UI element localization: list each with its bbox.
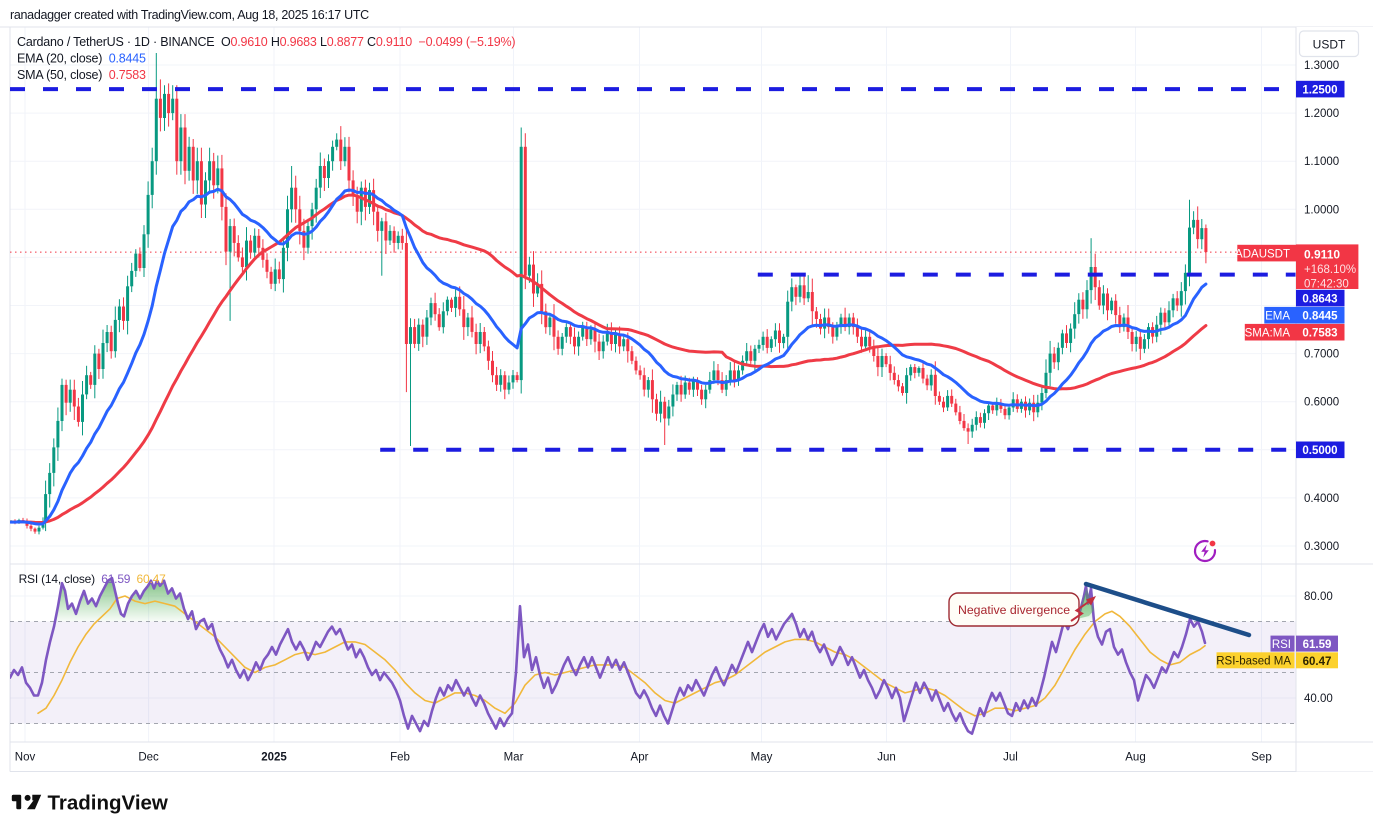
svg-text:May: May — [751, 752, 773, 764]
svg-text:1.0000: 1.0000 — [1304, 204, 1339, 216]
svg-text:60.47: 60.47 — [1303, 656, 1332, 668]
svg-text:Apr: Apr — [631, 752, 649, 764]
svg-text:1.3000: 1.3000 — [1304, 60, 1339, 72]
svg-text:Jun: Jun — [877, 752, 896, 764]
svg-text:0.8643: 0.8643 — [1302, 293, 1337, 305]
svg-text:1.2000: 1.2000 — [1304, 108, 1339, 120]
svg-text:07:42:30: 07:42:30 — [1304, 278, 1349, 290]
svg-text:RSI: RSI — [1272, 639, 1291, 651]
svg-text:0.6000: 0.6000 — [1304, 397, 1339, 409]
svg-text:0.4000: 0.4000 — [1304, 493, 1339, 505]
svg-text:0.7000: 0.7000 — [1304, 349, 1339, 361]
svg-text:SMA:MA: SMA:MA — [1245, 327, 1291, 339]
svg-text:0.3000: 0.3000 — [1304, 541, 1339, 553]
svg-text:TradingView: TradingView — [48, 792, 168, 815]
svg-text:EMA: EMA — [1265, 310, 1290, 322]
svg-text:80.00: 80.00 — [1304, 591, 1333, 603]
svg-text:Feb: Feb — [390, 752, 410, 764]
svg-text:Cardano / TetherUS · 1D · BINA: Cardano / TetherUS · 1D · BINANCE O0.961… — [17, 35, 515, 49]
svg-text:40.00: 40.00 — [1304, 693, 1333, 705]
svg-text:Jul: Jul — [1003, 752, 1018, 764]
svg-text:Dec: Dec — [138, 752, 159, 764]
svg-text:Mar: Mar — [504, 752, 524, 764]
svg-text:Nov: Nov — [15, 752, 36, 764]
svg-text:0.7583: 0.7583 — [1302, 327, 1337, 339]
svg-text:RSI (14, close) 61.59 60.47: RSI (14, close) 61.59 60.47 — [19, 572, 167, 586]
svg-text:Sep: Sep — [1251, 752, 1271, 764]
svg-text:0.8445: 0.8445 — [1302, 310, 1338, 322]
svg-text:2025: 2025 — [261, 752, 287, 764]
svg-text:1.1000: 1.1000 — [1304, 156, 1339, 168]
svg-text:EMA (20, close) 0.8445: EMA (20, close) 0.8445 — [17, 52, 146, 66]
svg-text:RSI-based MA: RSI-based MA — [1216, 656, 1291, 668]
svg-text:Aug: Aug — [1125, 752, 1145, 764]
svg-text:0.9110: 0.9110 — [1304, 247, 1340, 261]
svg-text:1.2500: 1.2500 — [1302, 84, 1337, 96]
svg-text:0.5000: 0.5000 — [1302, 445, 1337, 457]
svg-text:+168.10%: +168.10% — [1304, 264, 1356, 276]
svg-text:SMA (50, close) 0.7583: SMA (50, close) 0.7583 — [17, 68, 146, 82]
svg-text:Negative divergence: Negative divergence — [958, 603, 1070, 617]
svg-text:61.59: 61.59 — [1303, 639, 1332, 651]
svg-text:ADAUSDT: ADAUSDT — [1235, 249, 1290, 261]
svg-text:ranadagger created with Tradin: ranadagger created with TradingView.com,… — [10, 8, 369, 22]
svg-text:USDT: USDT — [1313, 38, 1346, 52]
